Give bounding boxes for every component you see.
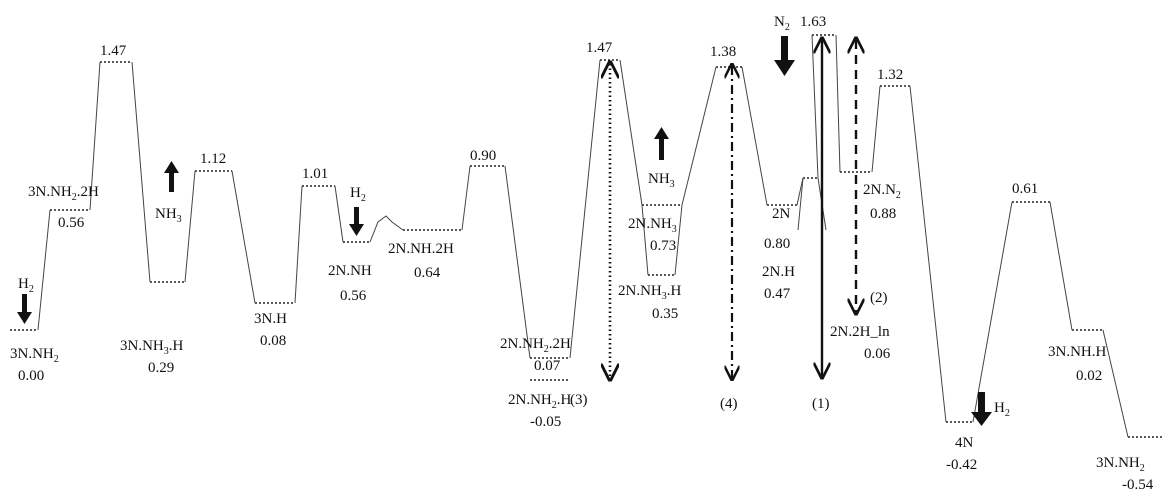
species-label-h2-c: H2 xyxy=(994,400,1010,419)
state-label-s22: 2N.2H_ln xyxy=(830,324,890,340)
state-label-s20: 2N.N2 xyxy=(863,182,901,201)
state-label-s1: 3N.NH2 xyxy=(10,346,59,365)
state-energy-s21: 1.32 xyxy=(877,67,903,83)
state-energy-s6: 0.08 xyxy=(260,333,286,349)
down-arrow-icon xyxy=(349,207,364,236)
state-energy-s2: 0.56 xyxy=(58,215,85,231)
state-energy-s18: 0.47 xyxy=(764,286,791,302)
species-label-h2-b: H2 xyxy=(350,185,366,204)
state-energy-s25: 0.02 xyxy=(1076,368,1102,384)
down-arrow-icon xyxy=(971,392,992,426)
arrow-label-3: (3) xyxy=(570,392,588,408)
state-label-s12: 2N.NH2.H xyxy=(508,392,572,411)
state-energy-s20: 0.88 xyxy=(870,206,896,222)
up-arrow-icon xyxy=(164,161,179,192)
energy-levels xyxy=(10,34,1162,438)
state-label-s18: 2N.H xyxy=(762,264,795,280)
arrow-label-1: (1) xyxy=(812,396,830,412)
state-label-s4: 3N.NH3.H xyxy=(120,338,184,357)
down-arrow-icon xyxy=(17,294,32,324)
state-energy-s7: 1.01 xyxy=(302,166,328,182)
state-energy-s17: 0.80 xyxy=(764,236,790,252)
arrow-label-2: (2) xyxy=(870,290,888,306)
energy-difference-arrows: (1) (2) (3) (4) xyxy=(570,40,888,412)
state-energy-s23: -0.42 xyxy=(946,457,977,473)
state-energy-s11: 0.07 xyxy=(534,358,561,374)
state-label-s25: 3N.NH.H xyxy=(1048,344,1106,360)
arrow-label-4: (4) xyxy=(720,396,738,412)
state-label-s9: 2N.NH.2H xyxy=(388,241,454,257)
state-energy-s8: 0.56 xyxy=(340,288,367,304)
state-energy-s1: 0.00 xyxy=(18,368,44,384)
state-energy-s4: 0.29 xyxy=(148,360,174,376)
state-label-s2: 3N.NH2.2H xyxy=(28,184,99,203)
connector-lines xyxy=(37,34,1129,438)
state-label-s8: 2N.NH xyxy=(328,263,372,279)
connector-path-main xyxy=(37,34,1129,438)
state-label-s26: 3N.NH2 xyxy=(1096,455,1145,474)
species-label-n2: N2 xyxy=(774,14,790,33)
connector-path-branch xyxy=(641,177,827,276)
state-energy-s22: 0.06 xyxy=(864,346,891,362)
state-energy-s24: 0.61 xyxy=(1012,181,1038,197)
state-labels: 3N.NH2 0.00 3N.NH2.2H 0.56 1.47 3N.NH3.H… xyxy=(10,14,1154,493)
species-label-h2-a: H2 xyxy=(18,276,34,295)
state-energy-s13: 1.47 xyxy=(586,40,613,56)
state-energy-s3: 1.47 xyxy=(100,43,127,59)
state-energy-s10: 0.90 xyxy=(470,148,496,164)
species-label-nh3-b: NH3 xyxy=(648,171,675,190)
state-energy-s26: -0.54 xyxy=(1122,477,1154,493)
state-label-s6: 3N.H xyxy=(254,311,287,327)
state-energy-s15: 0.35 xyxy=(652,306,678,322)
state-label-s11: 2N.NH2.2H xyxy=(500,336,571,355)
state-energy-s5: 1.12 xyxy=(200,151,226,167)
state-energy-s9: 0.64 xyxy=(414,265,441,281)
state-label-s14: 2N.NH3 xyxy=(628,216,677,235)
state-label-s15: 2N.NH3.H xyxy=(618,283,682,302)
down-arrow-icon xyxy=(774,36,795,76)
state-energy-s14: 0.73 xyxy=(650,238,676,254)
up-arrow-icon xyxy=(654,127,669,160)
state-label-s23: 4N xyxy=(955,435,974,451)
state-energy-s19: 1.63 xyxy=(800,14,826,30)
species-label-nh3-a: NH3 xyxy=(155,206,182,225)
state-energy-s16: 1.38 xyxy=(710,44,736,60)
state-label-s17: 2N xyxy=(772,206,791,222)
state-energy-s12: -0.05 xyxy=(530,414,561,430)
